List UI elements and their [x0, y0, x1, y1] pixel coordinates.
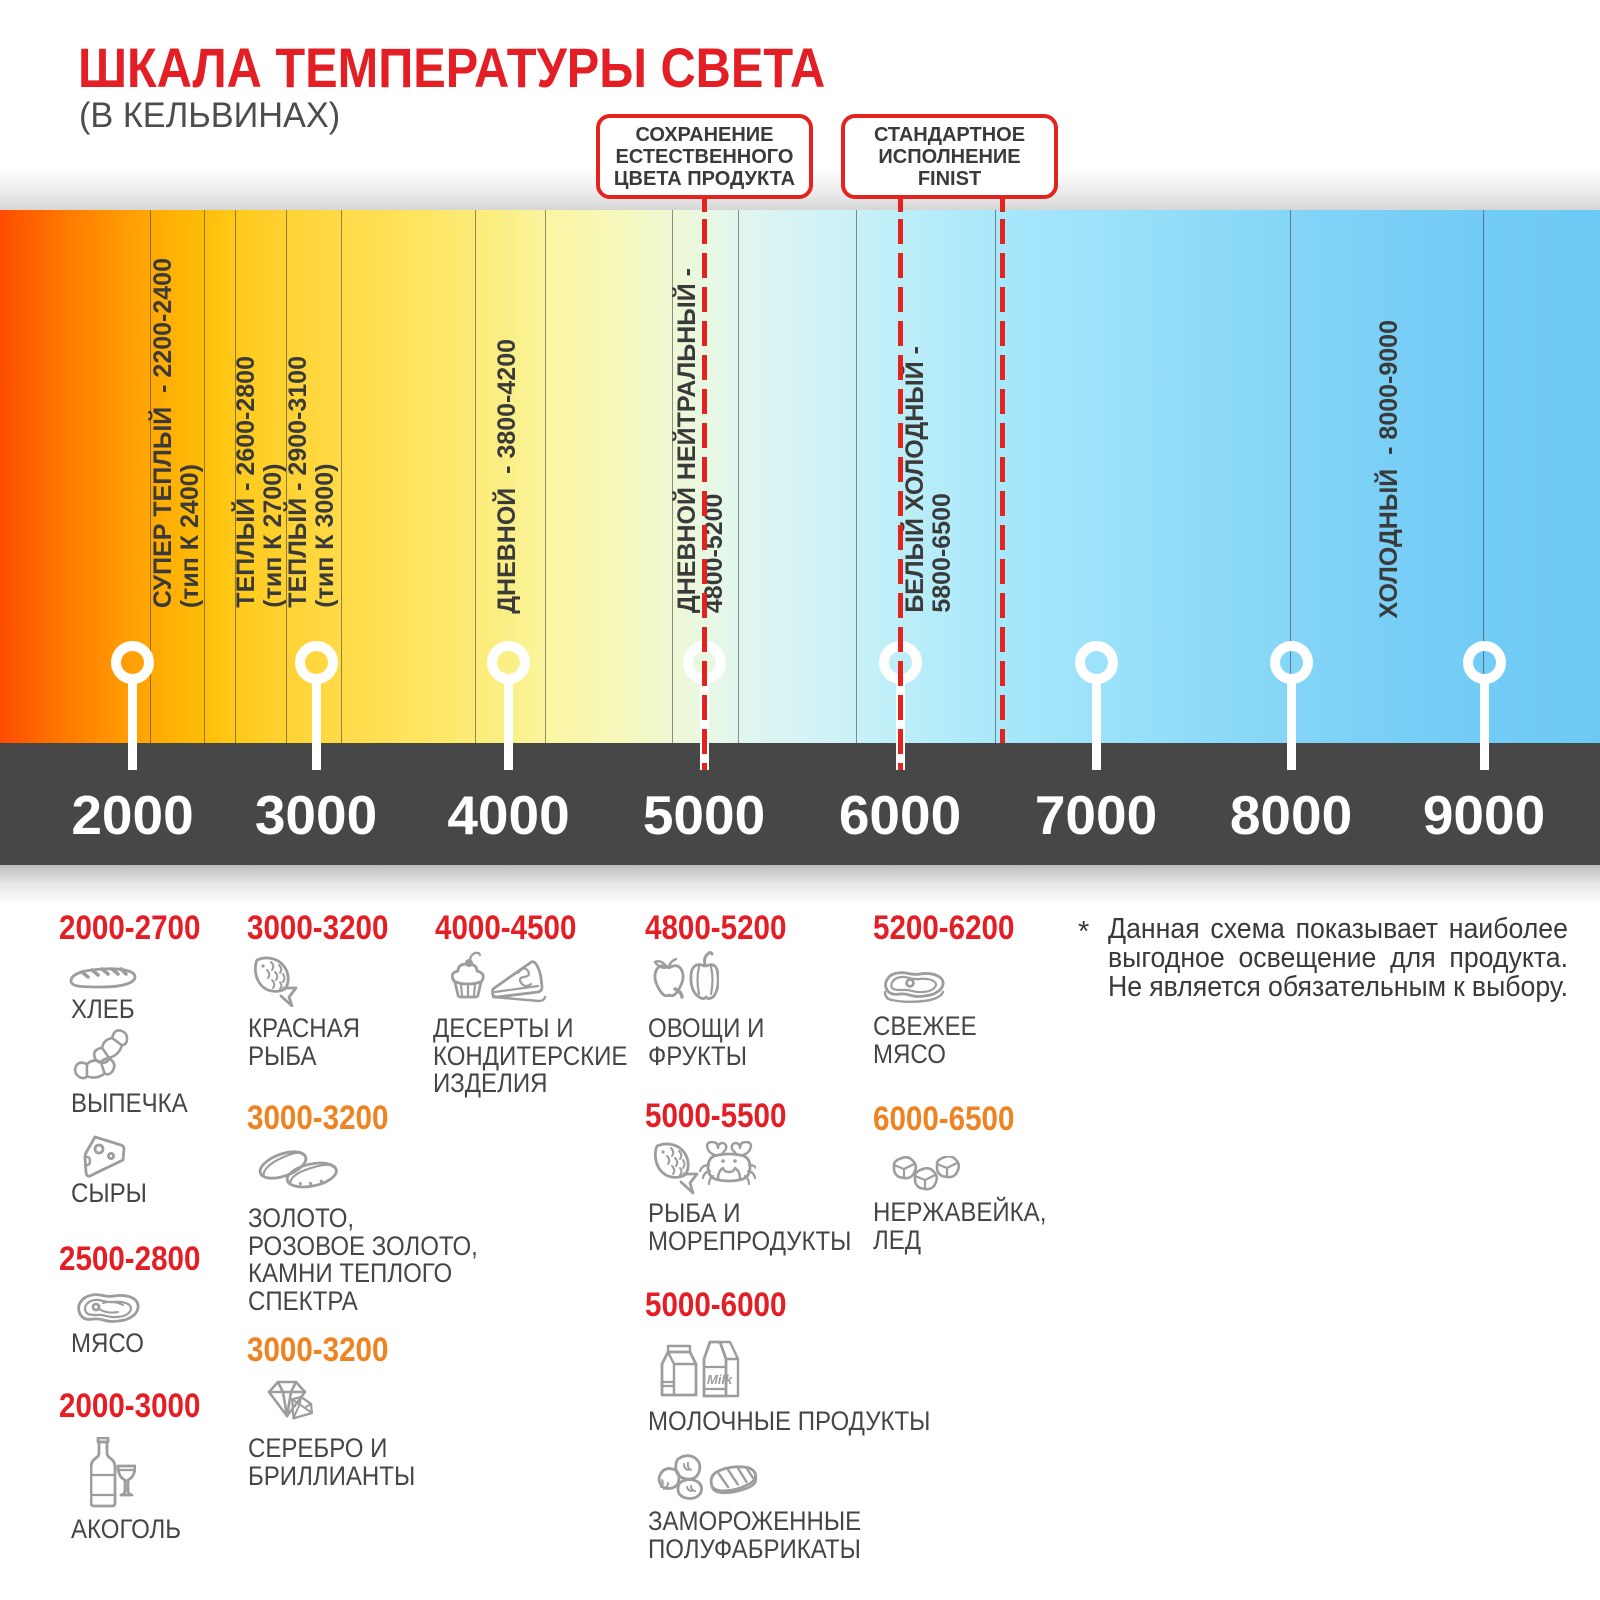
svg-text:Milk: Milk — [707, 1372, 733, 1387]
